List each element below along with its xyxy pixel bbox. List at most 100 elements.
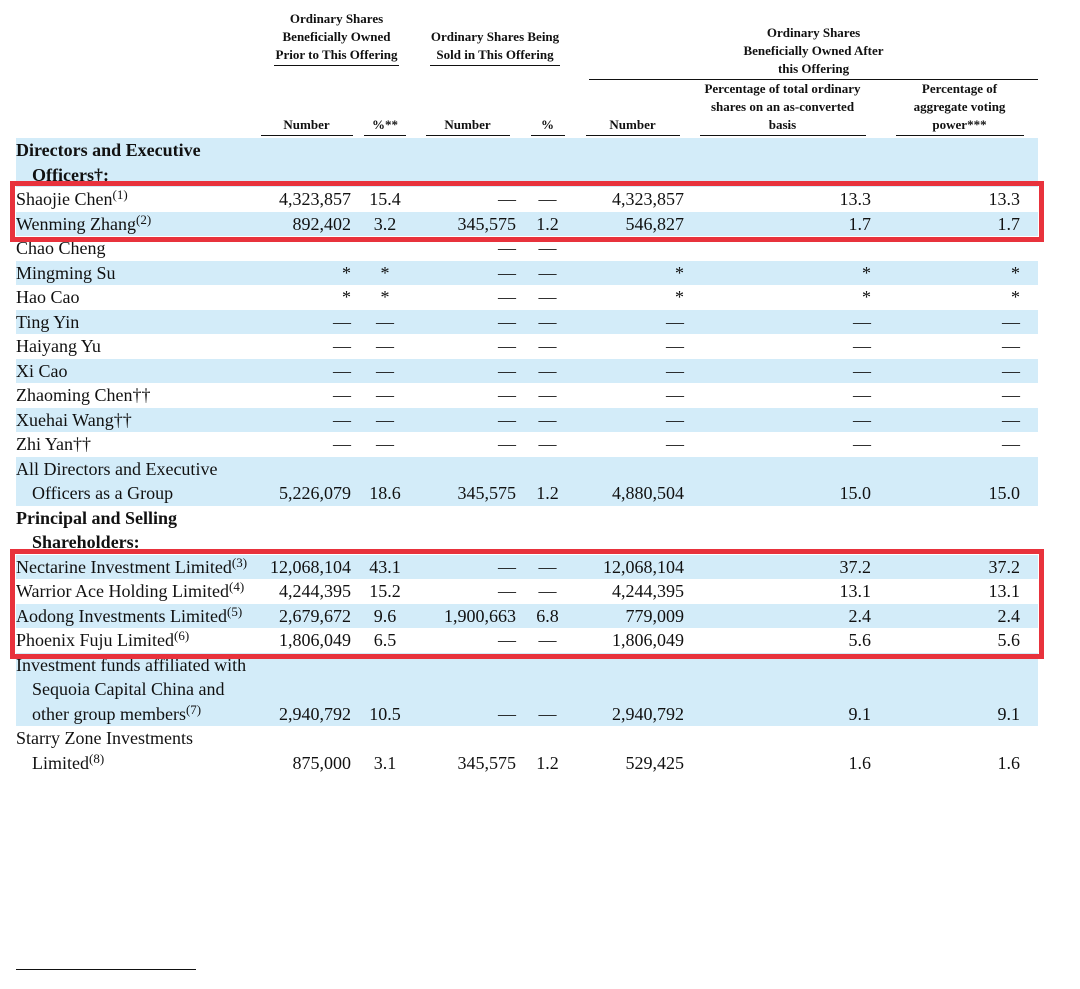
cell: 15.2 — [369, 581, 401, 601]
holder-name-text: Investment funds affiliated with Sequoia… — [16, 654, 247, 724]
holder-name: Zhaoming Chen†† — [16, 383, 258, 408]
cell: 13.3 — [988, 189, 1021, 209]
cell: — — [875, 407, 1039, 432]
cell: — — [333, 336, 351, 356]
empty-cell — [355, 138, 415, 187]
footnote-ref: (1) — [112, 187, 128, 202]
cell: — — [666, 336, 684, 356]
empty-cell — [258, 506, 355, 555]
holder-name: Chao Cheng — [16, 236, 258, 261]
cell: 1,900,663 — [415, 603, 520, 628]
holder-name: Xi Cao — [16, 358, 258, 383]
cell: — — [355, 407, 415, 432]
data-row: Starry Zone Investments Limited(8) 875,00… — [16, 726, 1038, 775]
holder-name: Ting Yin — [16, 309, 258, 334]
cell: — — [520, 358, 575, 383]
cell: — — [538, 336, 557, 356]
empty-cell — [575, 506, 690, 555]
footnote-ref: (3) — [231, 554, 248, 570]
cell: — — [498, 336, 516, 356]
cell: — — [498, 189, 516, 209]
cell: — — [355, 309, 415, 334]
cell: 9.1 — [875, 652, 1039, 726]
cell: — — [415, 554, 520, 579]
cell: — — [258, 309, 355, 334]
holder-name-text: Zhaoming Chen†† — [16, 385, 151, 405]
cell: 345,575 — [415, 211, 520, 236]
cell: 2,679,672 — [258, 603, 355, 628]
section-row: Principal and Selling Shareholders: — [16, 506, 1038, 555]
cell: 9.1 — [690, 652, 875, 726]
holder-name-text: Haiyang Yu — [16, 336, 101, 356]
data-row: Zhi Yan†† — — — — — — — — [16, 432, 1038, 457]
cell: — — [538, 287, 557, 307]
group-header: Ordinary Shares Being Sold in This Offer… — [430, 28, 560, 66]
cell: — — [666, 385, 684, 405]
holder-name-text: Ting Yin — [16, 311, 80, 332]
cell: 13.1 — [988, 581, 1021, 601]
cell: — — [666, 434, 684, 454]
cell: — — [415, 309, 520, 334]
cell: — — [415, 260, 520, 285]
data-row: Chao Cheng — — — [16, 236, 1038, 261]
cell: * — [875, 260, 1039, 285]
cell: — — [853, 434, 871, 454]
cell: 892,402 — [258, 211, 355, 236]
data-row: Xi Cao — — — — — — — — [16, 358, 1039, 383]
cell: — — [538, 385, 557, 405]
holder-name-text: All Directors and Executive Officers as … — [16, 458, 218, 504]
cell: — — [498, 581, 516, 601]
cell: 345,575 — [415, 456, 520, 506]
data-row: Warrior Ace Holding Limited(4) 4,244,395 1… — [16, 579, 1038, 604]
holder-name-text: Wenming Zhang — [16, 213, 137, 234]
cell: — — [575, 358, 690, 383]
cell: — — [575, 407, 690, 432]
empty-cell — [258, 138, 355, 187]
cell: 2.4 — [875, 603, 1039, 628]
cell: 6.5 — [373, 630, 397, 650]
cell: 4,244,395 — [279, 581, 351, 601]
footnote-ref: (2) — [136, 211, 152, 227]
holder-name-text: Nectarine Investment Limited — [16, 556, 232, 577]
section-row: Directors and Executive Officers†: — [16, 138, 1039, 187]
cell: — — [258, 358, 355, 383]
data-row: Ting Yin — — — — — — — — [16, 309, 1039, 334]
cell: — — [415, 358, 520, 383]
holder-name-text: Aodong Investments Limited — [16, 605, 227, 626]
data-row: Zhaoming Chen†† — — — — — — — — [16, 383, 1038, 408]
cell: 15.0 — [875, 456, 1039, 506]
section-heading: Directors and Executive Officers†: — [16, 138, 258, 187]
cell: 9.6 — [355, 603, 415, 628]
cell: 18.6 — [355, 456, 415, 506]
empty-cell — [415, 138, 520, 187]
holder-name: Haiyang Yu — [16, 334, 258, 359]
cell: 3.2 — [355, 211, 415, 236]
empty-cell — [690, 138, 875, 187]
cell: — — [875, 358, 1039, 383]
cell: 4,244,395 — [612, 581, 684, 601]
cell: — — [376, 336, 394, 356]
cell: — — [1002, 385, 1021, 405]
cell: — — [853, 385, 871, 405]
column-header: % — [530, 116, 565, 136]
cell: — — [538, 189, 557, 209]
cell: 4,323,857 — [279, 189, 351, 209]
cell: * — [342, 287, 351, 307]
data-row: Wenming Zhang(2) 892,402 3.2 345,575 1.2 546,… — [16, 211, 1039, 236]
cell: — — [690, 358, 875, 383]
column-header: %** — [364, 116, 406, 136]
cell: 2.4 — [690, 603, 875, 628]
cell: 2,940,792 — [258, 652, 355, 726]
cell: — — [498, 434, 516, 454]
cell: — — [520, 407, 575, 432]
empty-cell — [690, 506, 875, 555]
cell: 529,425 — [625, 752, 685, 773]
cell: — — [875, 309, 1039, 334]
cell: — — [538, 434, 557, 454]
cell: 1.2 — [536, 752, 559, 773]
cell: * — [380, 287, 390, 307]
cell: 4,323,857 — [612, 189, 684, 209]
column-header: Percentage of aggregate voting power*** — [895, 80, 1024, 136]
section-heading: Principal and Selling Shareholders: — [16, 507, 178, 553]
cell: — — [258, 407, 355, 432]
